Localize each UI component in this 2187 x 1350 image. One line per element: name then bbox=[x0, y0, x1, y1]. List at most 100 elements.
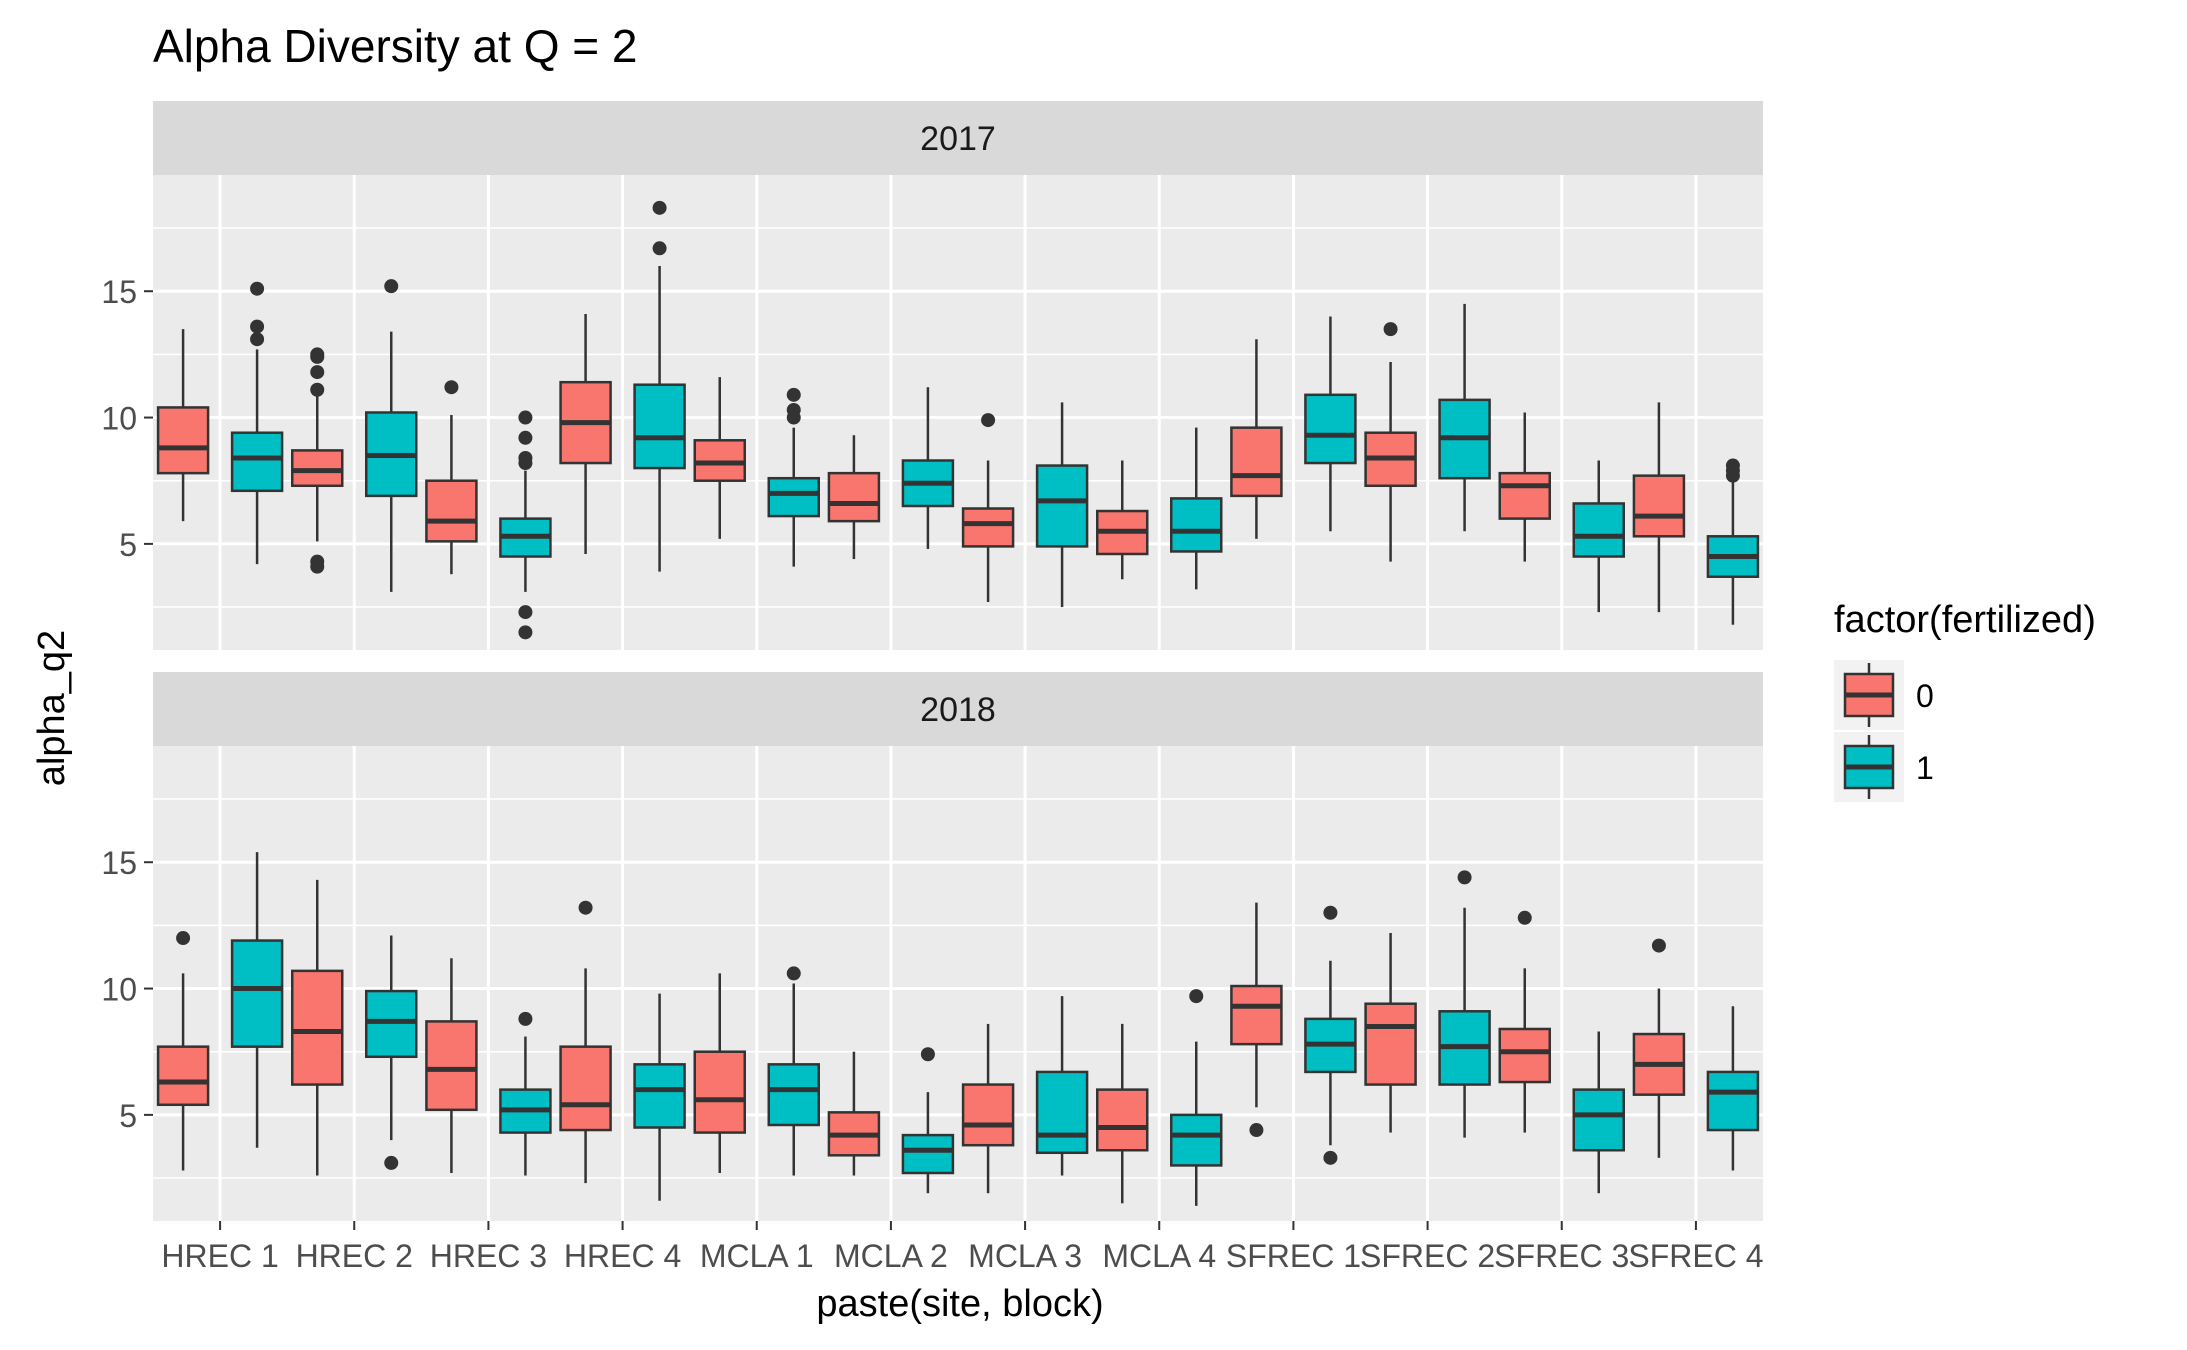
box-sfrec-3-level-0 bbox=[1498, 412, 1551, 562]
box-body bbox=[1572, 502, 1625, 558]
x-tick-label: MCLA 4 bbox=[1102, 1238, 1216, 1274]
x-tick-label: SFREC 4 bbox=[1628, 1238, 1763, 1274]
box-hrec-4-level-0 bbox=[559, 900, 612, 1184]
box-hrec-3-level-0 bbox=[425, 380, 478, 575]
x-tick-label: HREC 3 bbox=[430, 1238, 547, 1274]
box-mcla-1-level-0 bbox=[693, 973, 746, 1173]
x-axis-title: paste(site, block) bbox=[816, 1283, 1103, 1325]
chart-title: Alpha Diversity at Q = 2 bbox=[153, 20, 637, 72]
box-mcla-3-level-0 bbox=[961, 413, 1015, 602]
legend-key-1: 1 bbox=[1834, 732, 1934, 802]
x-tick-label: MCLA 1 bbox=[700, 1238, 814, 1274]
box-mcla-4-level-0 bbox=[1096, 460, 1149, 580]
outlier-point bbox=[786, 387, 801, 402]
box-sfrec-3-level-0 bbox=[1498, 910, 1551, 1133]
box-mcla-2-level-0 bbox=[827, 435, 881, 560]
facet-strip bbox=[153, 101, 1763, 175]
box-body bbox=[559, 1045, 612, 1132]
box-sfrec-3-level-1 bbox=[1572, 1031, 1625, 1194]
box-body bbox=[827, 471, 881, 523]
box-body bbox=[693, 1050, 746, 1134]
x-tick-label: HREC 2 bbox=[296, 1238, 413, 1274]
facet-panel-2018: 2018 5 10 15 bbox=[101, 672, 1763, 1221]
outlier-point bbox=[250, 332, 265, 347]
x-axis: HREC 1 HREC 2 HREC 3 HREC 4 MCLA 1 MCLA 2 MCLA… bbox=[161, 1221, 1763, 1274]
facet-strip bbox=[153, 672, 1763, 746]
x-tick-label: MCLA 3 bbox=[968, 1238, 1082, 1274]
box-body bbox=[1572, 1088, 1625, 1152]
box-body bbox=[156, 406, 210, 475]
outlier-point bbox=[920, 1047, 935, 1062]
box-body bbox=[156, 1045, 210, 1107]
box-body bbox=[693, 439, 746, 482]
box-hrec-4-level-1 bbox=[633, 200, 686, 572]
panel-background bbox=[153, 175, 1763, 650]
box-body bbox=[1230, 984, 1283, 1046]
outlier-point bbox=[1189, 989, 1204, 1004]
x-tick-label: SFREC 2 bbox=[1360, 1238, 1495, 1274]
box-hrec-2-level-0 bbox=[291, 879, 344, 1176]
box-body bbox=[425, 479, 478, 543]
box-mcla-1-level-1 bbox=[767, 387, 820, 567]
box-sfrec-1-level-1 bbox=[1304, 905, 1357, 1165]
outlier-point bbox=[176, 931, 191, 946]
box-body bbox=[291, 449, 344, 488]
box-sfrec-2-level-1 bbox=[1438, 303, 1491, 532]
box-hrec-1-level-0 bbox=[156, 931, 210, 1171]
box-body bbox=[230, 939, 284, 1048]
panel-background bbox=[153, 746, 1763, 1221]
box-sfrec-2-level-1 bbox=[1438, 870, 1491, 1138]
legend-key-0: 0 bbox=[1834, 660, 1934, 730]
box-hrec-4-level-1 bbox=[633, 993, 686, 1201]
outlier-point bbox=[578, 900, 593, 915]
box-body bbox=[425, 1020, 478, 1112]
outlier-point bbox=[1651, 938, 1666, 953]
outlier-point bbox=[384, 279, 399, 294]
box-mcla-2-level-1 bbox=[901, 1047, 955, 1194]
outlier-point bbox=[310, 559, 325, 574]
box-hrec-3-level-1 bbox=[499, 410, 552, 640]
box-hrec-4-level-0 bbox=[559, 313, 612, 554]
outlier-point bbox=[652, 241, 667, 256]
facet-strip-label: 2018 bbox=[920, 691, 996, 729]
y-tick-label: 15 bbox=[101, 845, 137, 881]
outlier-point bbox=[250, 281, 265, 296]
outlier-point bbox=[1457, 870, 1472, 885]
box-mcla-2-level-1 bbox=[901, 387, 955, 549]
outlier-point bbox=[444, 380, 459, 395]
legend: factor(fertilized) 0 1 bbox=[1834, 599, 2096, 802]
box-hrec-2-level-1 bbox=[365, 935, 418, 1170]
box-body bbox=[1364, 1002, 1417, 1086]
box-sfrec-2-level-0 bbox=[1364, 932, 1417, 1133]
x-tick-label: MCLA 2 bbox=[834, 1238, 948, 1274]
box-body bbox=[291, 969, 344, 1086]
outlier-point bbox=[1323, 1150, 1338, 1165]
box-mcla-3-level-1 bbox=[1035, 402, 1089, 608]
box-body bbox=[1170, 1113, 1223, 1167]
box-body bbox=[961, 1083, 1015, 1147]
box-hrec-3-level-1 bbox=[499, 1011, 552, 1176]
outlier-point bbox=[1725, 468, 1740, 483]
box-mcla-2-level-0 bbox=[827, 1051, 881, 1176]
box-body bbox=[1170, 497, 1223, 553]
x-tick-label: HREC 4 bbox=[564, 1238, 681, 1274]
facet-strip-label: 2017 bbox=[920, 120, 996, 158]
y-tick-label: 10 bbox=[101, 972, 137, 1008]
box-sfrec-2-level-0 bbox=[1364, 322, 1417, 562]
box-body bbox=[230, 431, 284, 493]
box-hrec-2-level-0 bbox=[291, 347, 344, 574]
box-body bbox=[1304, 393, 1357, 465]
box-hrec-2-level-1 bbox=[365, 279, 418, 592]
outlier-point bbox=[384, 1155, 399, 1170]
outlier-point bbox=[310, 349, 325, 364]
box-sfrec-1-level-0 bbox=[1230, 339, 1283, 539]
outlier-point bbox=[518, 605, 533, 620]
box-body bbox=[1498, 1027, 1551, 1084]
outlier-point bbox=[1383, 322, 1398, 337]
box-sfrec-4-level-0 bbox=[1632, 402, 1686, 613]
box-mcla-3-level-1 bbox=[1035, 996, 1089, 1176]
legend-title: factor(fertilized) bbox=[1834, 599, 2096, 641]
box-sfrec-4-level-0 bbox=[1632, 938, 1686, 1158]
box-body bbox=[1035, 1070, 1089, 1155]
